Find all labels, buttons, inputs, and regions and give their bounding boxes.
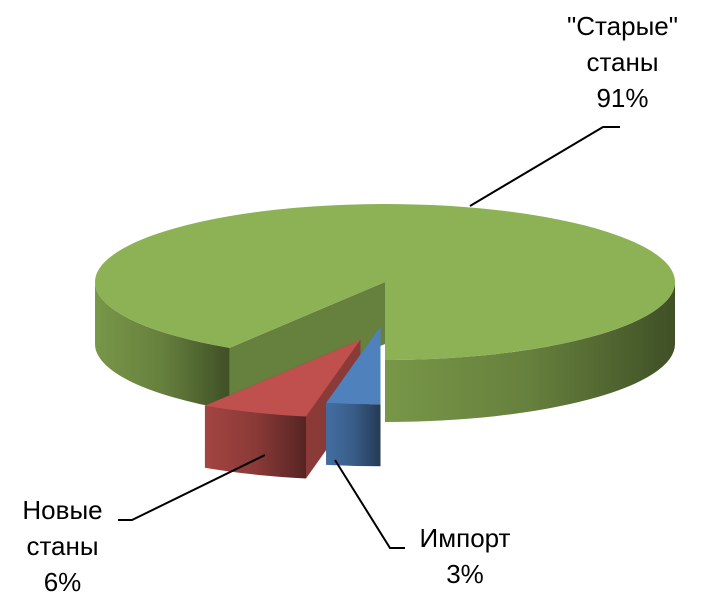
slice-top xyxy=(204,339,361,417)
slice xyxy=(95,204,676,422)
slice-side xyxy=(326,402,381,467)
value-label: 6% xyxy=(43,567,82,597)
category-label: Импорт xyxy=(419,523,511,553)
leader-line xyxy=(469,126,620,207)
slice-side xyxy=(204,405,306,479)
leader-line xyxy=(334,459,405,549)
slice xyxy=(326,326,381,467)
data-label: Новые станы 6% xyxy=(5,492,120,600)
data-label: Импорт 3% xyxy=(400,520,530,592)
value-label: 91% xyxy=(596,83,649,113)
category-label: Новые станы xyxy=(22,495,103,561)
slice-top xyxy=(326,326,381,405)
leader-line xyxy=(118,454,266,521)
data-label: "Старые" станы 91% xyxy=(555,8,690,116)
slice-top xyxy=(95,204,676,360)
slice-side xyxy=(95,282,230,410)
slice-cut-face xyxy=(229,282,385,410)
slice-side xyxy=(385,282,675,422)
category-label: "Старые" станы xyxy=(567,11,678,77)
value-label: 3% xyxy=(446,559,484,589)
